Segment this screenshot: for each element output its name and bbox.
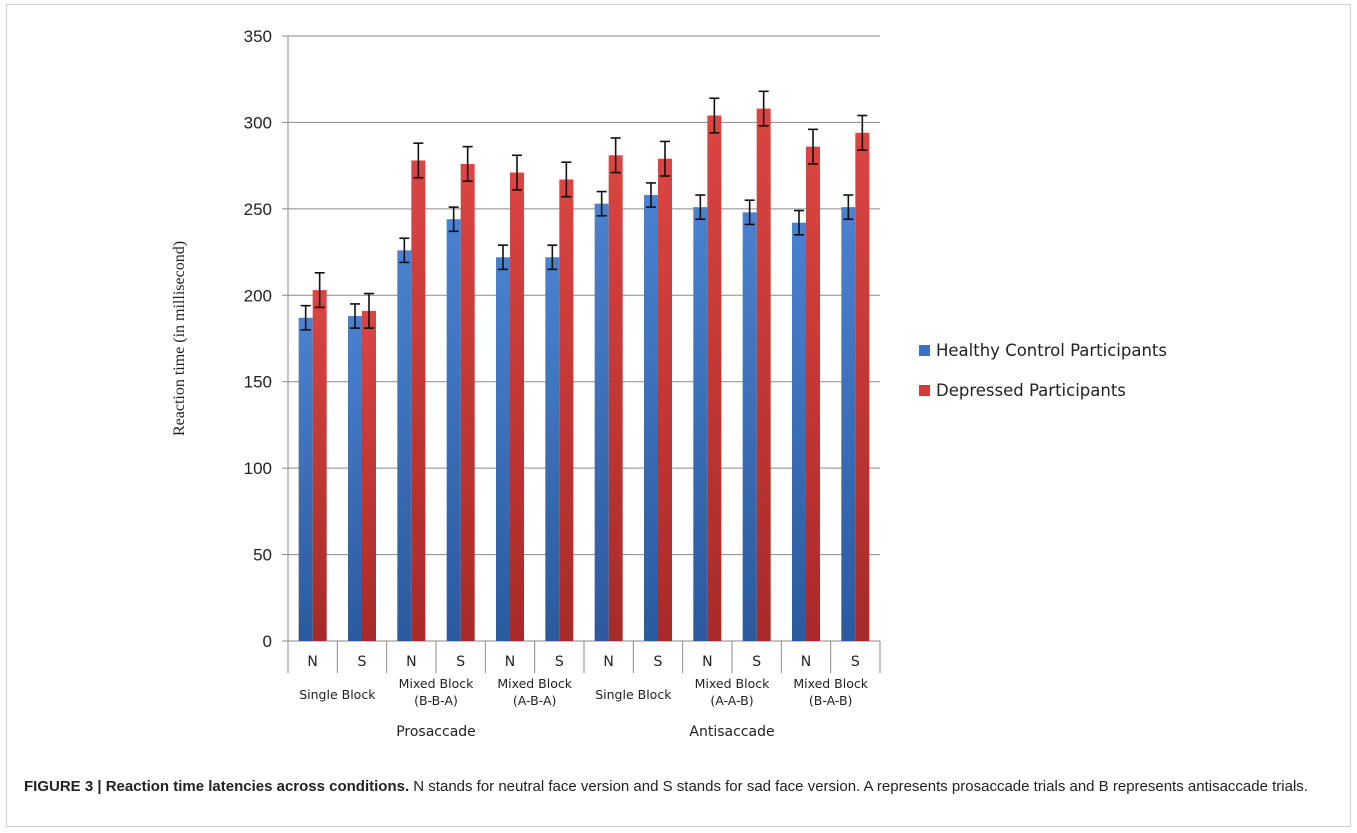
y-tick-label: 300	[244, 113, 272, 132]
legend-swatch	[919, 345, 930, 356]
figure-caption: FIGURE 3 | Reaction time latencies acros…	[24, 776, 1334, 798]
bar-depressed	[362, 310, 376, 641]
bar-depressed	[658, 158, 672, 641]
error-bars	[300, 90, 868, 331]
x-group-label: (B-B-A)	[414, 693, 458, 708]
bar-depressed	[806, 146, 820, 641]
y-tick-label: 250	[244, 200, 272, 219]
x-category-label: N	[307, 654, 317, 670]
bar-healthy	[496, 257, 510, 641]
bar-depressed	[608, 155, 623, 641]
x-group-label: Single Block	[299, 687, 376, 702]
bar-healthy	[792, 222, 806, 641]
x-group-label: Mixed Block	[793, 676, 868, 691]
x-group-label: Mixed Block	[695, 676, 770, 691]
bar-depressed	[460, 163, 475, 641]
x-category-label: S	[456, 654, 465, 670]
y-axis-label: Reaction time (in millisecond)	[171, 241, 188, 436]
y-tick-label: 150	[244, 373, 272, 392]
caption-text: N stands for neutral face version and S …	[409, 778, 1308, 795]
bar-healthy	[348, 316, 362, 641]
x-category-label: S	[555, 654, 564, 670]
bar-depressed	[756, 108, 771, 642]
bar-healthy	[841, 207, 856, 641]
figure-frame	[6, 4, 1351, 827]
bar-depressed	[559, 179, 574, 641]
x-group-label: Mixed Block	[399, 676, 474, 691]
x-category-label: N	[702, 654, 712, 670]
bar-healthy	[446, 219, 461, 641]
bar-depressed	[510, 172, 524, 642]
y-tick-label: 200	[244, 286, 272, 305]
x-category-label: N	[406, 654, 416, 670]
bar-healthy	[594, 203, 609, 641]
x-category-label: S	[358, 654, 367, 670]
x-category-label: N	[603, 654, 613, 670]
legend-label: Healthy Control Participants	[936, 341, 1167, 360]
x-supergroup-label: Prosaccade	[396, 724, 476, 740]
bar-healthy	[298, 317, 313, 641]
legend-label: Depressed Participants	[936, 381, 1126, 400]
legend: Healthy Control Participants Depressed Pa…	[919, 341, 1167, 400]
y-tick-label: 350	[244, 27, 272, 46]
legend-swatch	[919, 385, 930, 396]
x-group-label: Single Block	[595, 687, 672, 702]
bar-chart: 0 50 100 150 200 250 300 350 Reaction time (in m…	[171, 27, 1167, 740]
x-category-label: N	[505, 654, 515, 670]
bar-healthy	[742, 212, 757, 642]
x-group-label: (B-A-B)	[809, 693, 852, 708]
bar-healthy	[693, 207, 708, 641]
x-category-label: S	[752, 654, 761, 670]
bar-depressed	[312, 290, 327, 641]
caption-label: FIGURE 3 | Reaction time latencies acros…	[24, 778, 410, 795]
y-tick-label: 100	[244, 459, 272, 478]
x-group-label: (A-B-A)	[513, 693, 556, 708]
x-supergroup-label: Antisaccade	[689, 724, 774, 740]
bars	[298, 108, 870, 642]
gridlines	[288, 35, 880, 556]
axis-labels: 0 50 100 150 200 250 300 350 Reaction time (in m…	[171, 27, 869, 740]
x-category-label: N	[801, 654, 811, 670]
x-group-label: (A-A-B)	[710, 693, 753, 708]
bar-depressed	[707, 115, 722, 641]
bar-healthy	[545, 257, 560, 641]
x-category-label: S	[654, 654, 663, 670]
x-group-label: Mixed Block	[497, 676, 572, 691]
y-tick-label: 50	[253, 546, 272, 565]
bar-healthy	[644, 195, 658, 641]
x-category-label: S	[851, 654, 860, 670]
bar-depressed	[411, 160, 426, 641]
y-tick-label: 0	[263, 632, 272, 651]
bar-depressed	[855, 132, 870, 642]
bar-healthy	[397, 250, 412, 642]
axes	[282, 35, 881, 673]
